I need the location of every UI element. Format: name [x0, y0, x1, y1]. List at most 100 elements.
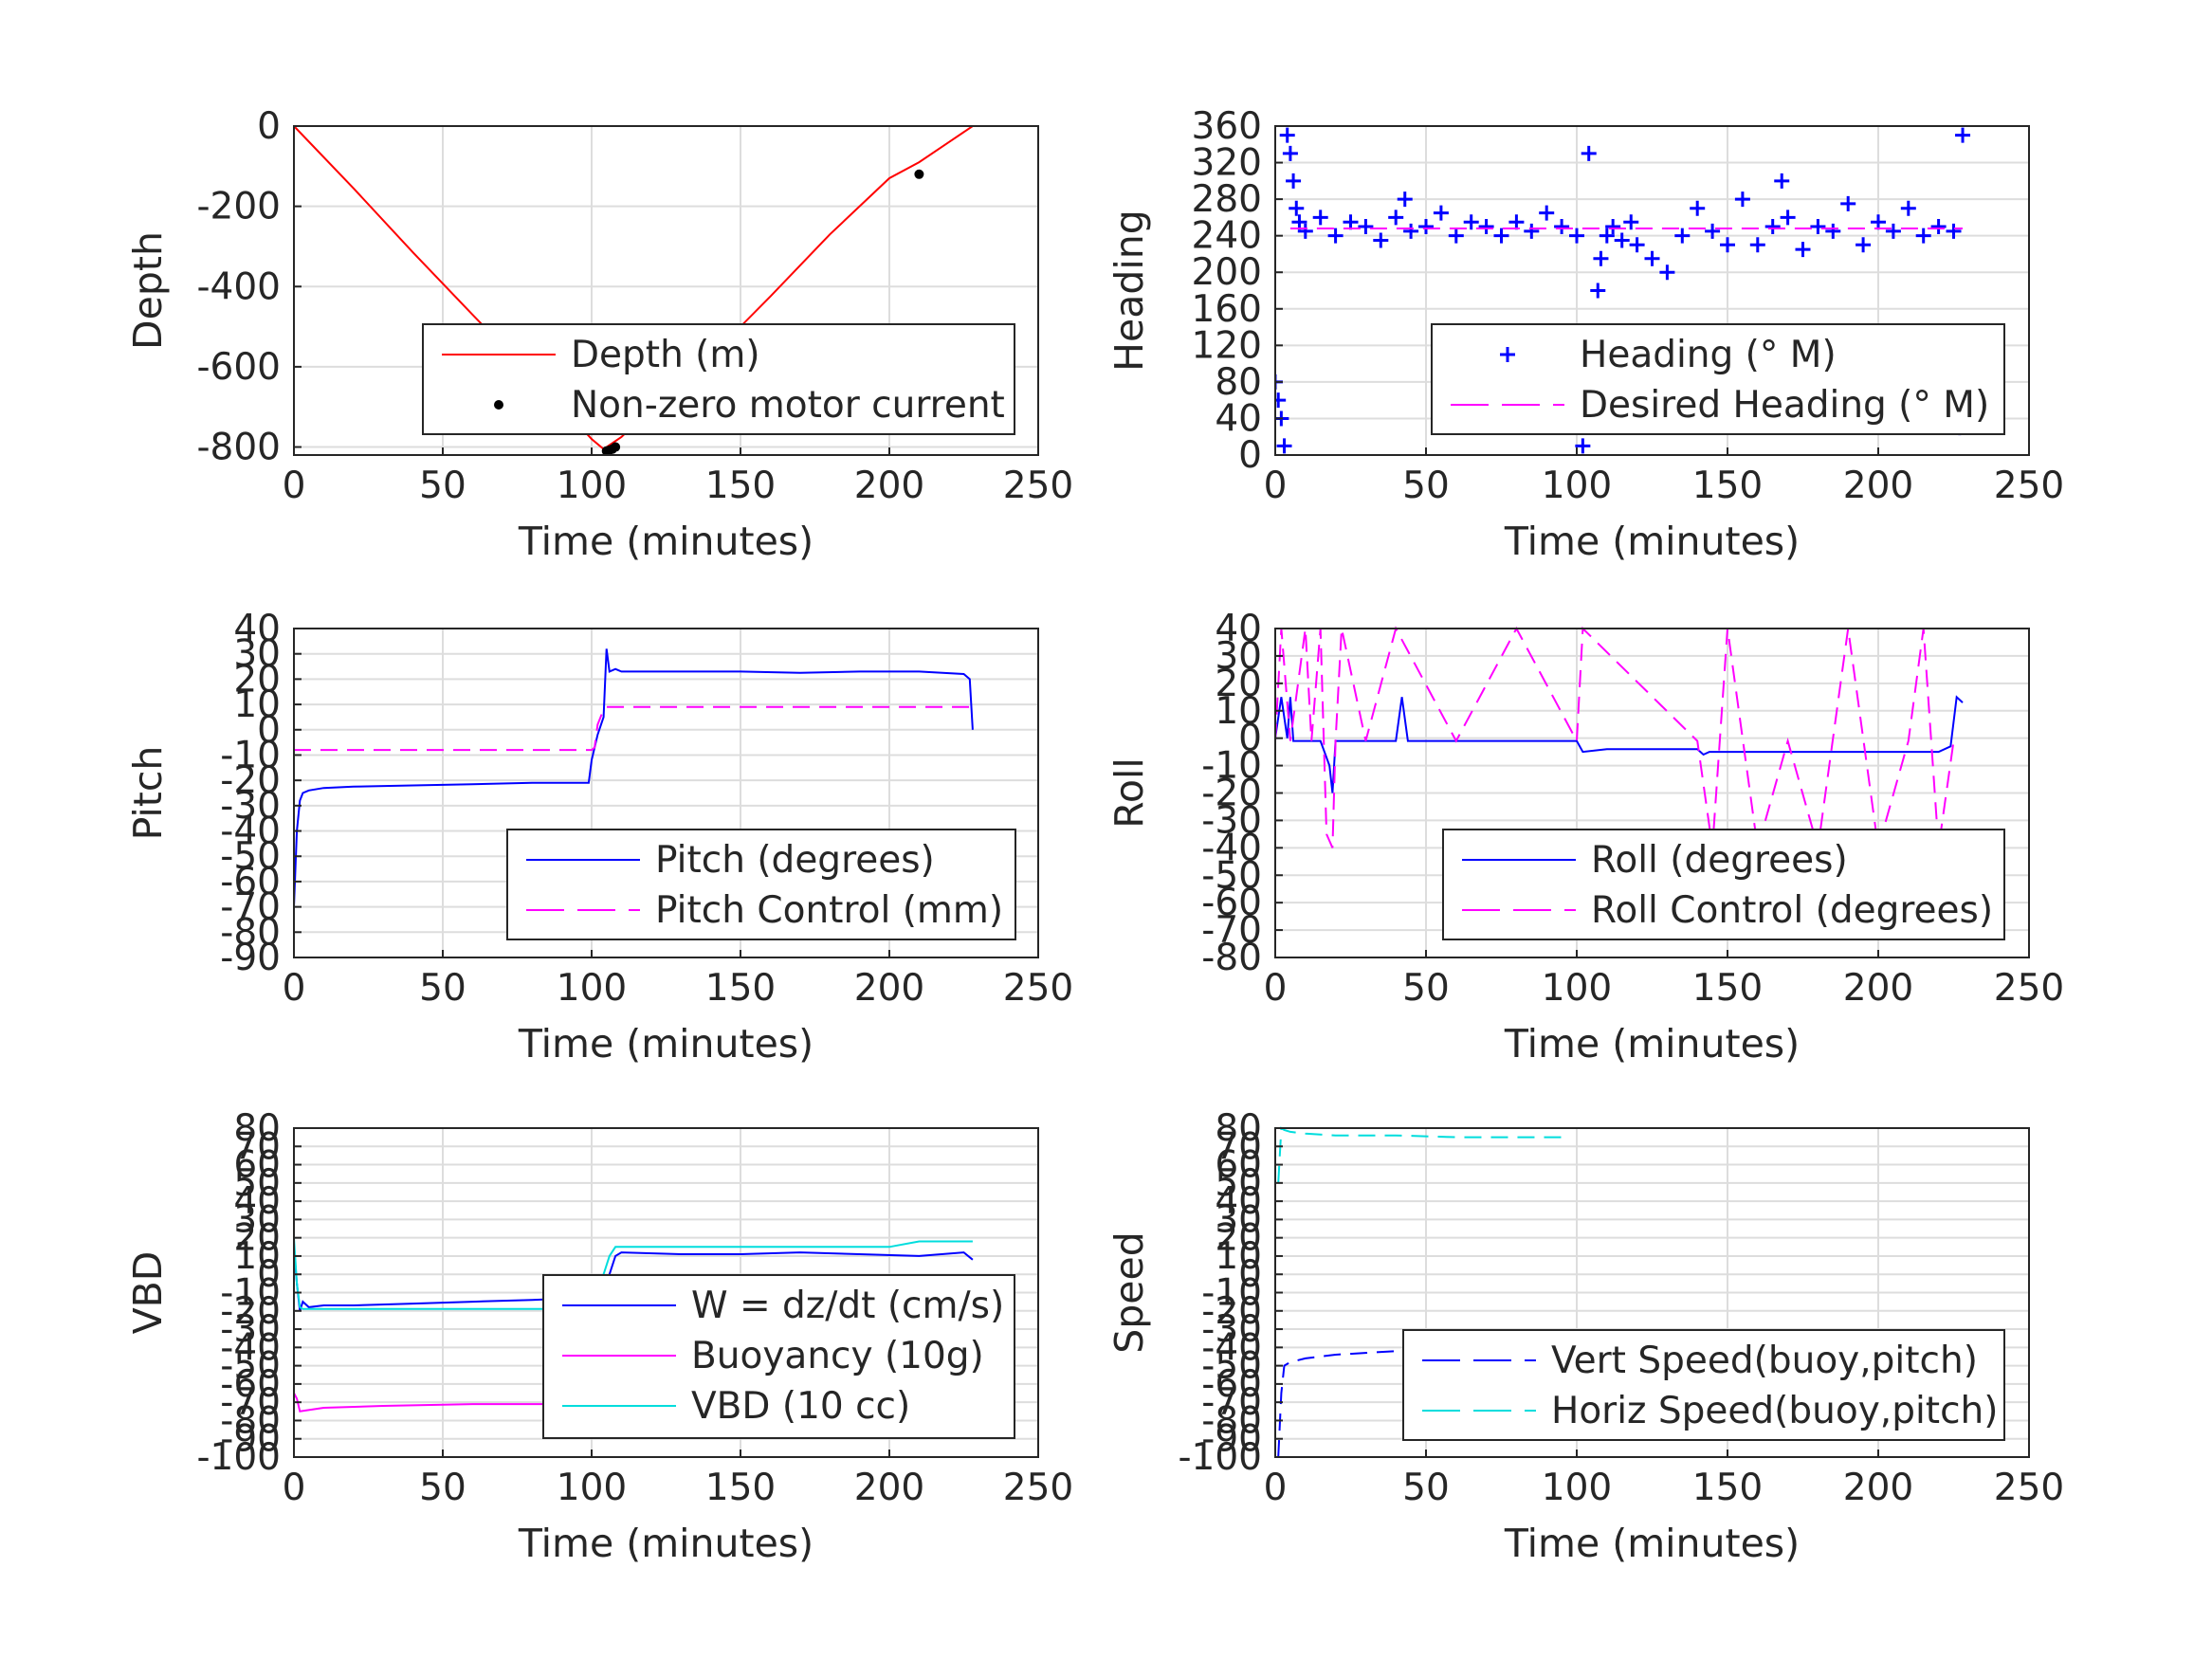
- y-tick-label: -100: [196, 1436, 281, 1479]
- x-tick-label: 100: [1542, 967, 1612, 1010]
- series-point: [1327, 228, 1344, 244]
- y-tick-label: 0: [257, 709, 281, 752]
- y-axis-label: VBD: [125, 1251, 171, 1335]
- axes-box: [1274, 125, 2030, 456]
- series-point: [1448, 228, 1464, 244]
- series-point: [1493, 228, 1509, 244]
- x-tick-label: 0: [1264, 465, 1288, 507]
- series-point: [1569, 228, 1584, 244]
- y-tick-label: 30: [1215, 1198, 1262, 1241]
- y-tick-label: -40: [1201, 1326, 1262, 1369]
- x-tick-label: 0: [1264, 1467, 1288, 1509]
- y-tick-label: 0: [257, 1253, 281, 1296]
- series-point: [1720, 237, 1735, 253]
- y-tick-label: 0: [1238, 1253, 1262, 1296]
- legend-label: Non-zero motor current: [571, 384, 1005, 427]
- legend-label: Buoyancy (10g): [691, 1335, 984, 1377]
- series-point: [1605, 219, 1621, 235]
- series-point: [1810, 219, 1826, 235]
- y-tick-label: 0: [1238, 434, 1262, 477]
- y-tick-label: 240: [1192, 215, 1262, 258]
- series-point: [1397, 191, 1413, 208]
- y-tick-label: 70: [1215, 1125, 1262, 1168]
- series-point: [1581, 145, 1597, 161]
- x-tick-label: 0: [283, 465, 306, 507]
- series-point: [1590, 283, 1606, 299]
- legend-label: Roll Control (degrees): [1591, 889, 1993, 932]
- y-tick-label: 30: [233, 633, 281, 676]
- y-tick-label: 40: [233, 1180, 281, 1223]
- series-point: [1388, 210, 1404, 226]
- series-point: [1856, 237, 1872, 253]
- series-point: [1343, 214, 1359, 230]
- y-tick-label: -800: [196, 427, 281, 469]
- y-tick-label: -30: [220, 1308, 281, 1351]
- series-point: [1623, 214, 1639, 230]
- y-tick-label: -20: [1201, 1290, 1262, 1333]
- legend-label: Depth (m): [571, 334, 760, 376]
- y-tick-label: -50: [1201, 854, 1262, 897]
- y-tick-label: -10: [1201, 1272, 1262, 1315]
- series-line: [1275, 626, 1955, 848]
- y-tick-label: 40: [233, 608, 281, 650]
- y-tick-label: 120: [1192, 324, 1262, 367]
- x-tick-label: 0: [1264, 967, 1288, 1010]
- y-tick-label: -80: [1201, 1399, 1262, 1442]
- legend-box: [422, 323, 1015, 435]
- y-tick-label: -60: [220, 861, 281, 903]
- x-tick-label: 100: [1542, 1467, 1612, 1509]
- y-tick-label: 40: [1215, 608, 1262, 650]
- speed-chart: 0 50 100 150 200 250-100-90-80-70-60-50-40-30…: [1106, 1107, 2064, 1566]
- y-tick-label: 70: [233, 1125, 281, 1168]
- legend-label: W = dz/dt (cm/s): [691, 1285, 1004, 1327]
- y-tick-label: -10: [1201, 745, 1262, 788]
- y-tick-label: -30: [1201, 799, 1262, 842]
- series-point: [1946, 223, 1962, 239]
- x-tick-label: 50: [1402, 1467, 1450, 1509]
- y-tick-label: -90: [220, 937, 281, 979]
- y-tick-label: -10: [220, 1272, 281, 1315]
- series-point: [1312, 210, 1328, 226]
- y-tick-label: -50: [220, 1345, 281, 1388]
- y-tick-label: -30: [1201, 1308, 1262, 1351]
- y-axis-label: Roll: [1106, 757, 1152, 829]
- x-tick-label: 50: [419, 465, 466, 507]
- y-tick-label: -50: [220, 835, 281, 878]
- y-tick-label: 10: [233, 684, 281, 726]
- legend: Vert Speed(buoy,pitch) Horiz Speed(buoy,p…: [1402, 1329, 2005, 1441]
- series-line: [294, 1393, 592, 1413]
- x-tick-label: 100: [557, 1467, 627, 1509]
- series-point: [1297, 223, 1313, 239]
- y-tick-label: -20: [1201, 773, 1262, 815]
- y-tick-label: -70: [220, 886, 281, 929]
- series-point: [1915, 228, 1931, 244]
- y-tick-label: -40: [220, 811, 281, 853]
- legend-label: VBD (10 cc): [691, 1385, 910, 1428]
- series-point: [1840, 195, 1856, 211]
- series-point: [1705, 223, 1721, 239]
- series-point: [1674, 228, 1691, 244]
- y-tick-label: -40: [220, 1326, 281, 1369]
- x-tick-label: 50: [419, 1467, 466, 1509]
- x-axis-label: Time (minutes): [518, 1021, 814, 1066]
- x-tick-label: 150: [705, 967, 776, 1010]
- series-line: [294, 648, 974, 907]
- y-tick-label: -70: [1201, 909, 1262, 952]
- series-point: [1659, 264, 1675, 281]
- x-tick-label: 250: [1994, 465, 2064, 507]
- axes-box: [293, 628, 1039, 958]
- x-tick-label: 100: [557, 967, 627, 1010]
- x-axis-label: Time (minutes): [1504, 1521, 1800, 1566]
- axes-box: [293, 125, 1039, 456]
- y-axis-label: Pitch: [125, 746, 171, 841]
- series-line: [1275, 695, 1964, 793]
- x-tick-label: 200: [1843, 1467, 1913, 1509]
- series-point: [1825, 223, 1841, 239]
- y-tick-label: -600: [196, 346, 281, 389]
- y-tick-label: 60: [1215, 1144, 1262, 1187]
- series-point: [1403, 223, 1419, 239]
- x-tick-label: 250: [1003, 1467, 1073, 1509]
- heading-chart: 0 50 100 150 200 2500408012016020024028032036…: [1106, 105, 2064, 564]
- x-tick-label: 250: [1003, 967, 1073, 1010]
- x-tick-label: 50: [419, 967, 466, 1010]
